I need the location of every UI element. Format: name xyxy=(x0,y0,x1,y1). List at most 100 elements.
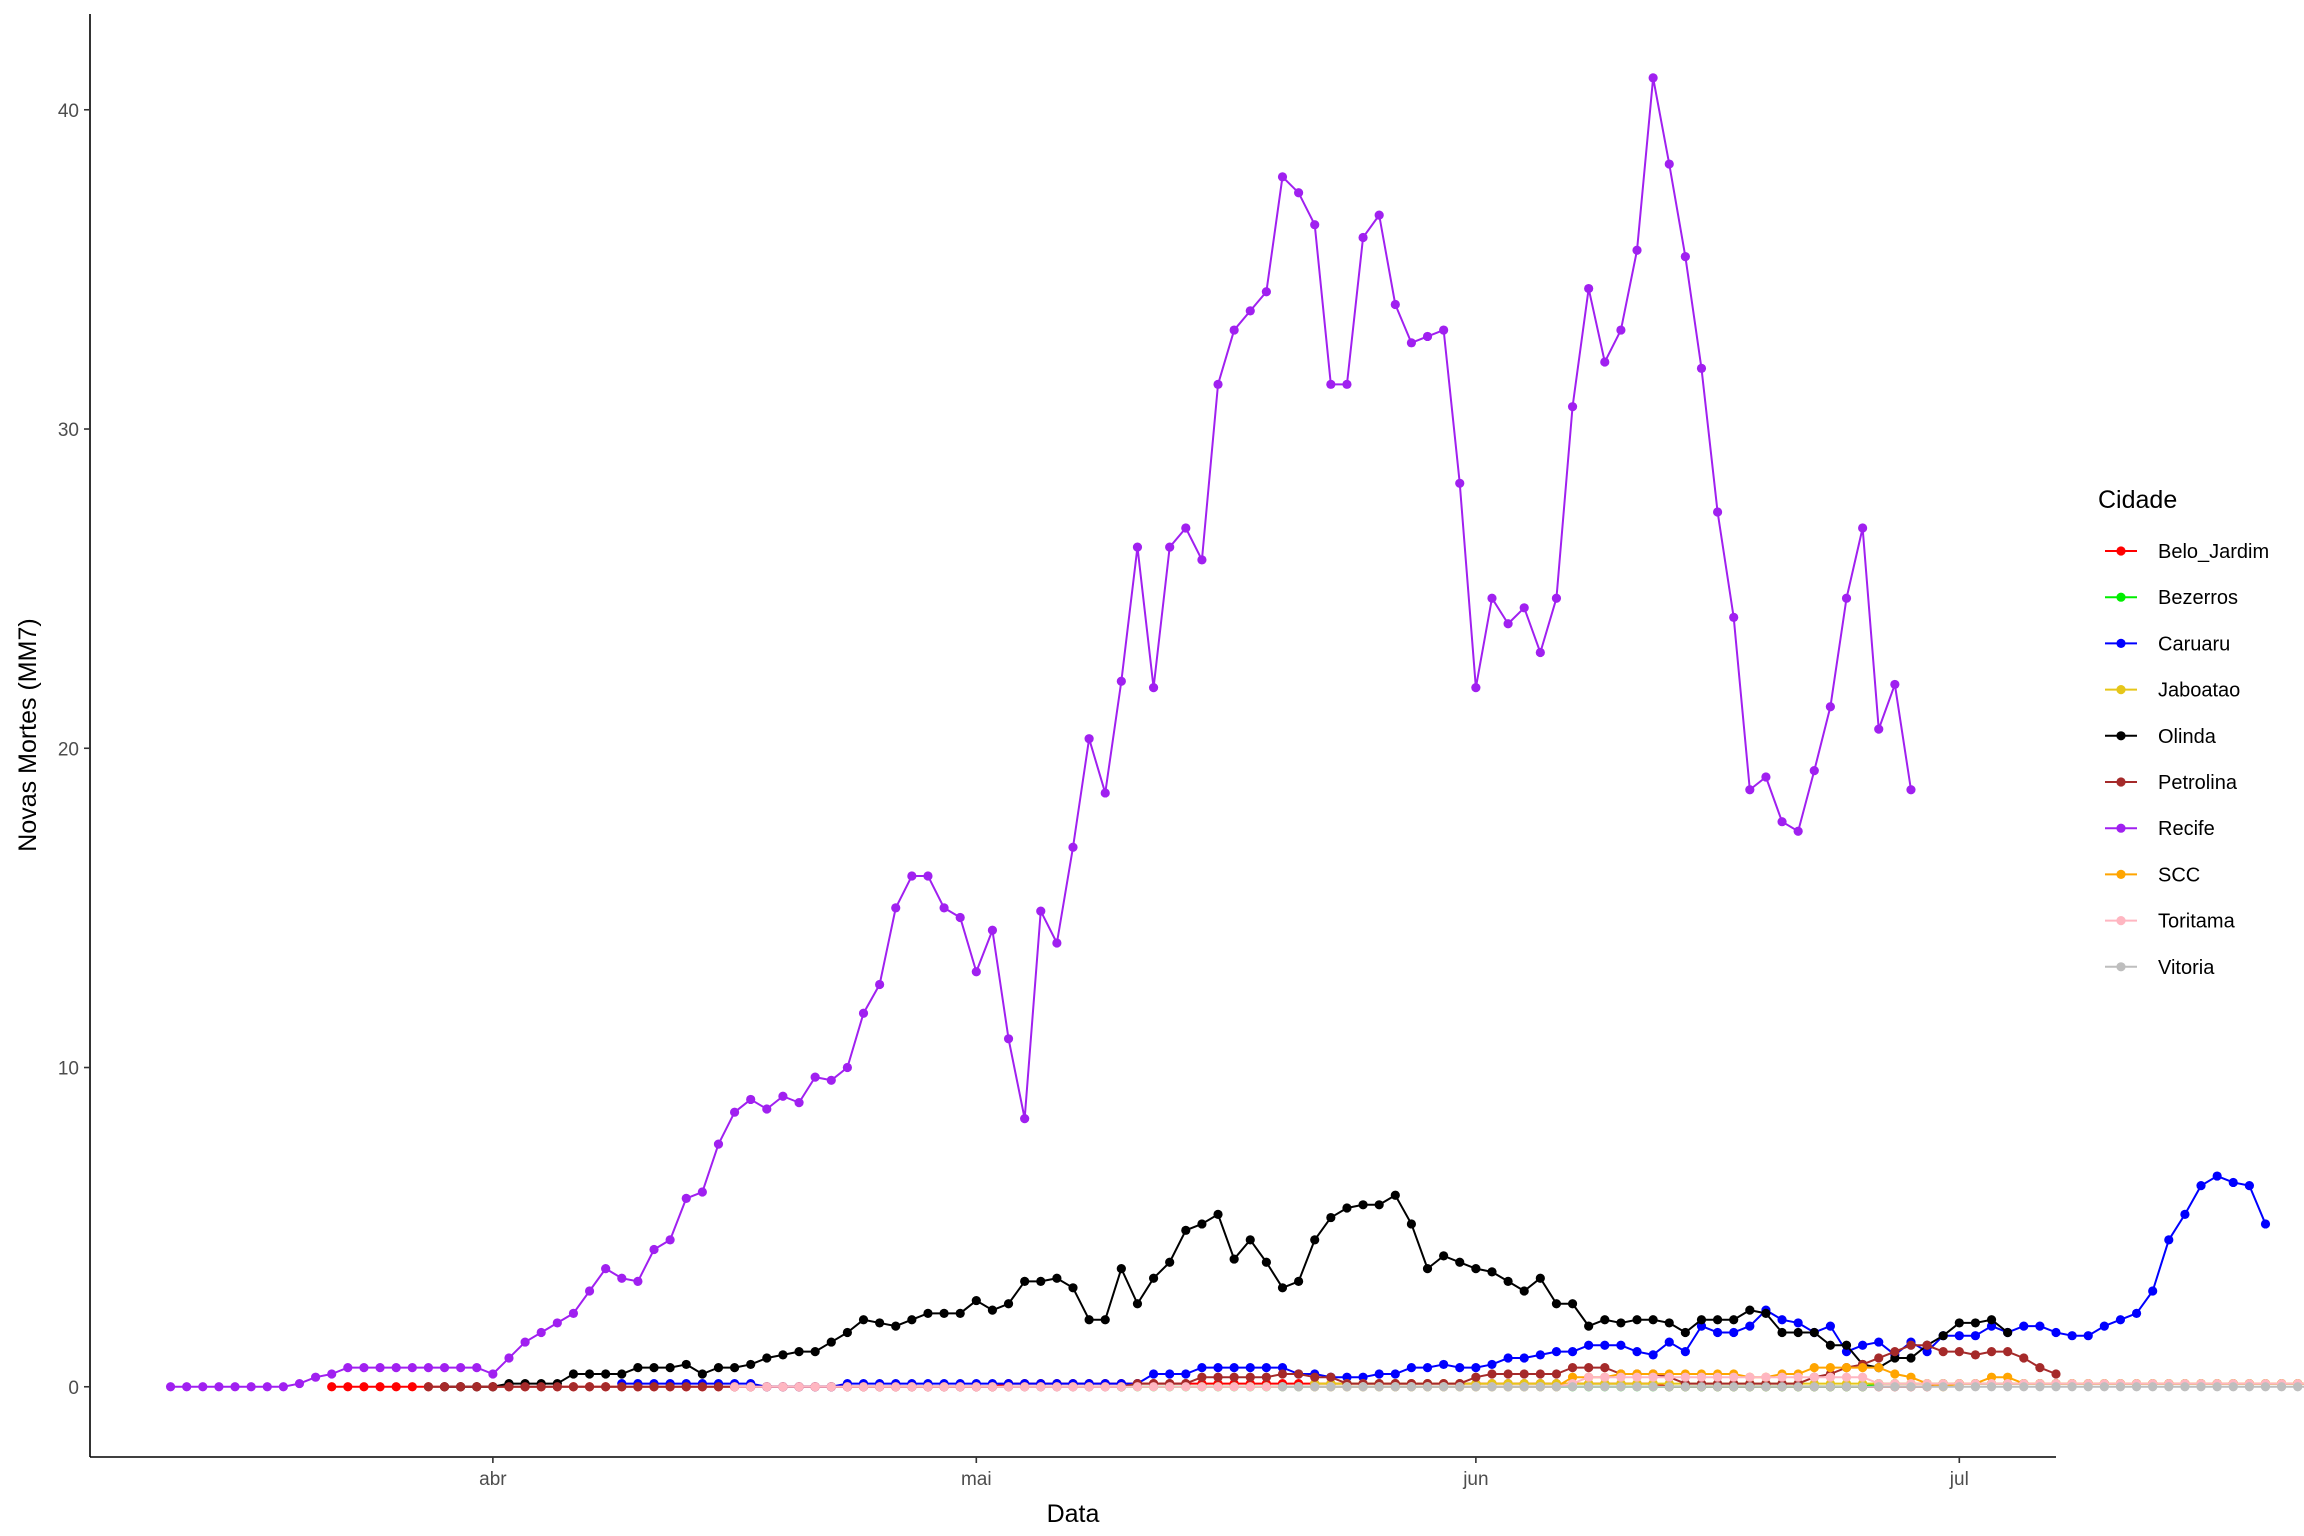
data-point xyxy=(1922,1347,1932,1357)
data-point xyxy=(987,925,998,935)
data-point xyxy=(1890,1369,1900,1379)
data-point xyxy=(762,1382,772,1392)
data-point xyxy=(1567,1363,1578,1373)
data-point xyxy=(1680,1372,1690,1382)
data-point xyxy=(2131,1308,2142,1318)
data-point xyxy=(842,1382,852,1392)
data-point xyxy=(1664,1372,1674,1382)
data-point xyxy=(2277,1382,2287,1392)
legend-title: Cidade xyxy=(2098,486,2177,514)
data-point xyxy=(778,1350,788,1360)
data-point xyxy=(633,1382,643,1392)
data-point xyxy=(1664,1318,1674,1328)
data-point xyxy=(2115,1382,2126,1392)
data-point xyxy=(1809,1372,1819,1382)
data-point xyxy=(778,1091,788,1101)
data-point xyxy=(1729,1372,1739,1382)
data-point xyxy=(343,1363,353,1373)
data-point xyxy=(1245,1235,1255,1245)
data-point xyxy=(2067,1382,2077,1392)
data-point xyxy=(1632,1372,1642,1382)
data-point xyxy=(1439,1382,1449,1392)
data-point xyxy=(584,1369,595,1379)
data-point xyxy=(1551,1369,1562,1379)
data-point xyxy=(1390,1369,1400,1379)
data-point xyxy=(1439,1359,1449,1370)
data-point xyxy=(359,1363,369,1373)
data-point xyxy=(810,1072,820,1082)
data-point xyxy=(1068,1283,1078,1293)
data-point xyxy=(1745,785,1755,795)
data-point xyxy=(617,1382,627,1392)
legend-item-olinda: Olinda xyxy=(2105,726,2217,748)
data-point xyxy=(1858,523,1868,533)
legend-item-toritama: Toritama xyxy=(2105,911,2236,933)
data-point xyxy=(1084,1315,1094,1325)
data-point xyxy=(343,1382,353,1392)
data-point xyxy=(2212,1382,2222,1392)
data-point xyxy=(1890,1353,1900,1363)
data-point xyxy=(1600,1363,1610,1373)
data-point xyxy=(1986,1372,1997,1382)
data-point xyxy=(1890,679,1900,690)
data-point xyxy=(2228,1177,2238,1188)
data-point xyxy=(713,1139,724,1149)
data-point xyxy=(2051,1327,2061,1338)
data-point xyxy=(681,1193,691,1204)
data-point xyxy=(2083,1382,2093,1392)
data-point xyxy=(1793,826,1803,836)
data-point xyxy=(1874,1337,1884,1347)
data-point xyxy=(2293,1382,2303,1392)
data-point xyxy=(1648,1372,1658,1382)
data-point xyxy=(939,1308,949,1318)
data-point xyxy=(1841,1363,1852,1373)
data-point xyxy=(729,1363,740,1373)
y-tick-label: 30 xyxy=(58,420,79,441)
data-point xyxy=(891,1382,901,1392)
data-point xyxy=(1906,785,1916,795)
data-point xyxy=(1358,1382,1368,1392)
legend-label: Bezerros xyxy=(2158,587,2238,609)
data-point xyxy=(1245,1372,1255,1382)
data-point xyxy=(1471,1372,1481,1382)
data-point xyxy=(439,1382,450,1392)
data-point xyxy=(1986,1382,1997,1392)
data-point xyxy=(423,1382,434,1392)
legend-item-petrolina: Petrolina xyxy=(2105,772,2238,794)
data-point xyxy=(1712,507,1723,517)
data-point xyxy=(1745,1382,1755,1392)
legend-key-point xyxy=(2116,962,2126,972)
data-point xyxy=(1326,379,1336,389)
data-point xyxy=(617,1273,627,1283)
data-point xyxy=(1310,1382,1320,1392)
data-point xyxy=(2019,1353,2029,1363)
data-point xyxy=(1197,1363,1207,1373)
data-point xyxy=(1294,188,1304,198)
data-point xyxy=(1181,1225,1191,1235)
data-point xyxy=(1390,1190,1400,1200)
data-point xyxy=(1310,1372,1320,1382)
data-point xyxy=(1809,1327,1819,1338)
data-point xyxy=(1455,478,1465,488)
data-point xyxy=(1503,1276,1513,1287)
data-point xyxy=(1132,542,1143,552)
data-point xyxy=(1020,1114,1030,1124)
data-point xyxy=(1680,1382,1690,1392)
data-point xyxy=(2260,1382,2271,1392)
data-point xyxy=(746,1359,756,1370)
data-point xyxy=(1213,1209,1223,1219)
data-point xyxy=(858,1315,869,1325)
data-point xyxy=(1874,1382,1884,1392)
data-point xyxy=(1809,1363,1819,1373)
data-point xyxy=(875,1382,885,1392)
data-point xyxy=(1551,1299,1562,1309)
data-point xyxy=(794,1347,804,1357)
data-point xyxy=(1954,1347,1964,1357)
data-point xyxy=(1422,1363,1433,1373)
data-point xyxy=(2003,1382,2013,1392)
data-point xyxy=(1986,1347,1997,1357)
data-point xyxy=(2019,1321,2029,1331)
data-point xyxy=(891,903,901,913)
data-point xyxy=(1567,1372,1578,1382)
